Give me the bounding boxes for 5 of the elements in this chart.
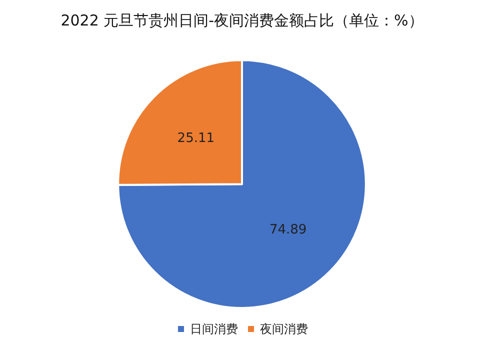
data-label: 74.89 (269, 222, 307, 238)
legend-label: 日间消费 (190, 322, 238, 336)
data-label: 25.11 (177, 130, 215, 146)
chart-title: 2022 元旦节贵州日间-夜间消费金额占比（单位：%） (60, 12, 424, 30)
legend-label: 夜间消费 (260, 322, 308, 336)
